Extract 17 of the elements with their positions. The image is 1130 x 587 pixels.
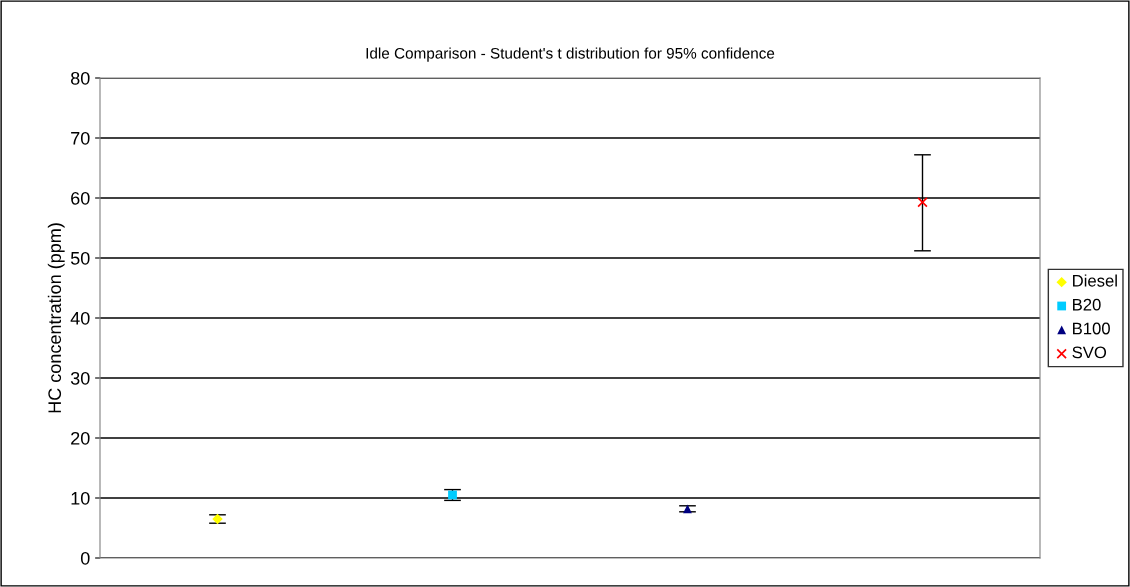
y-tick-label: 70 (71, 131, 90, 145)
legend-label: SVO (1072, 346, 1107, 359)
point (917, 196, 928, 208)
legend-label: B100 (1073, 322, 1110, 335)
legend-label: Diesel (1073, 274, 1117, 287)
y-tick-label: 0 (80, 551, 90, 565)
chart-title: Idle Comparison - Student's t distribution for 95% confidence (366, 47, 775, 62)
y-tick-label: 20 (71, 431, 90, 445)
y-tick-label: 30 (70, 371, 90, 385)
point (212, 513, 223, 525)
y-axis-title: HC concentration (ppm) (47, 223, 65, 413)
y-tick-label: 60 (71, 191, 90, 205)
legend-label: B20 (1073, 298, 1101, 311)
y-tick-label: 80 (70, 71, 90, 85)
y-tick-label: 40 (70, 311, 90, 325)
y-tick-label: 10 (71, 491, 90, 505)
y-tick-label: 50 (70, 251, 90, 265)
